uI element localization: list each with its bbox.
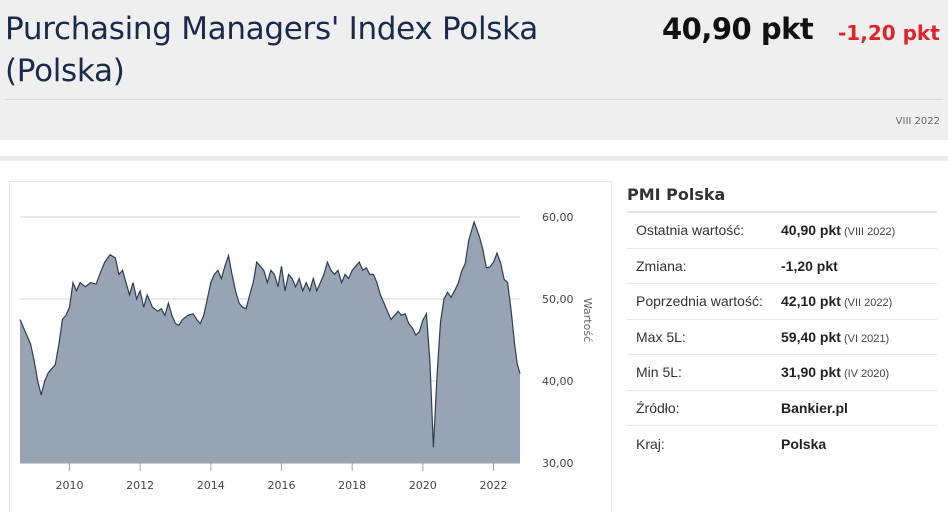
info-value: 59,40 pkt (VI 2021) <box>781 328 890 345</box>
info-label: Ostatnia wartość: <box>636 222 745 239</box>
y-tick-label: 40,00 <box>542 375 574 388</box>
info-row-change: Zmiana: -1,20 pkt <box>627 249 937 284</box>
x-tick-label: 2022 <box>479 479 507 492</box>
info-row-min-5y: Min 5L: 31,90 pkt (IV 2020) <box>627 355 937 391</box>
series-line <box>19 219 521 448</box>
info-row-last-value: Ostatnia wartość: 40,90 pkt (VIII 2022) <box>627 213 937 249</box>
info-value: 42,10 pkt (VII 2022) <box>781 293 893 310</box>
y-tick-label: 30,00 <box>542 457 574 470</box>
indicator-header: Purchasing Managers' Index Polska (Polsk… <box>0 0 948 140</box>
chart-container: 30,00 40,00 50,00 60,00 2010 2012 2014 2016 2018… <box>9 181 612 512</box>
page-title: Purchasing Managers' Index Polska (Polsk… <box>5 11 538 89</box>
info-label: Zmiana: <box>636 257 687 274</box>
pmi-chart[interactable]: 30,00 40,00 50,00 60,00 2010 2012 2014 2016 2018… <box>10 182 613 512</box>
x-tick-label: 2018 <box>338 479 366 492</box>
info-value: 40,90 pkt (VIII 2022) <box>781 222 896 239</box>
info-value: Polska <box>781 435 827 452</box>
current-value: 40,90 pkt <box>662 12 814 46</box>
info-row-previous-value: Poprzednia wartość: 42,10 pkt (VII 2022) <box>627 284 937 320</box>
info-value: Bankier.pl <box>781 399 848 416</box>
info-value: 31,90 pkt (IV 2020) <box>781 364 890 381</box>
period-label: VIII 2022 <box>895 116 940 127</box>
x-tick-label: 2012 <box>126 479 154 492</box>
info-label: Źródło: <box>636 399 680 416</box>
info-label: Max 5L: <box>636 328 686 345</box>
info-note: (VII 2022) <box>843 297 893 310</box>
info-label: Kraj: <box>636 435 665 452</box>
x-tick-label: 2016 <box>267 479 295 492</box>
info-row-source: Źródło: Bankier.pl <box>627 391 937 426</box>
info-note: (VI 2021) <box>843 332 890 345</box>
x-tick-label: 2020 <box>409 479 437 492</box>
info-note: (VIII 2022) <box>843 226 896 239</box>
y-axis-title: Wartość <box>581 298 594 342</box>
header-divider <box>5 99 943 100</box>
y-tick-label: 60,00 <box>542 211 574 224</box>
section-divider <box>0 156 948 161</box>
series-area <box>20 221 520 463</box>
info-row-max-5y: Max 5L: 59,40 pkt (VI 2021) <box>627 320 937 355</box>
info-panel: PMI Polska Ostatnia wartość: 40,90 pkt (V… <box>627 181 937 462</box>
info-table: Ostatnia wartość: 40,90 pkt (VIII 2022) Z… <box>627 213 937 462</box>
y-tick-label: 50,00 <box>542 293 574 306</box>
info-panel-title: PMI Polska <box>627 181 937 213</box>
info-value: -1,20 pkt <box>781 257 838 274</box>
info-note: (IV 2020) <box>843 368 890 381</box>
info-row-country: Kraj: Polska <box>627 426 937 462</box>
info-label: Min 5L: <box>636 364 682 381</box>
x-tick-label: 2010 <box>55 479 83 492</box>
x-tick-label: 2014 <box>197 479 225 492</box>
change-value: -1,20 pkt <box>838 21 940 45</box>
axis-layer: 30,00 40,00 50,00 60,00 2010 2012 2014 2016 2018… <box>20 211 594 492</box>
info-label: Poprzednia wartość: <box>636 293 763 310</box>
